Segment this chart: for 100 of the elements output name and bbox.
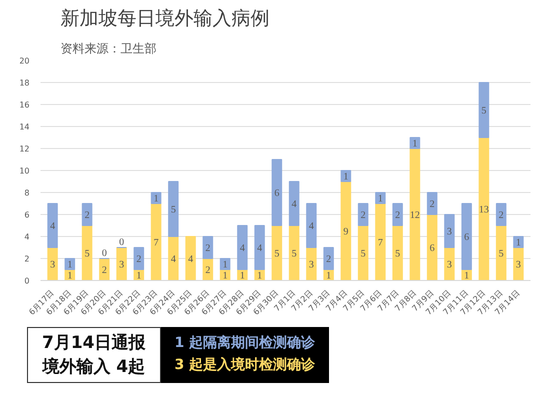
data-label: 5 <box>360 248 366 260</box>
data-label: 1 <box>222 260 228 270</box>
data-label: 0 <box>102 248 107 259</box>
bar <box>47 247 58 280</box>
bar <box>288 181 300 226</box>
data-label: 13 <box>478 204 489 216</box>
y-tick-label: 8 <box>24 188 30 198</box>
data-label: 4 <box>257 243 262 254</box>
bar <box>82 225 92 280</box>
data-label: 3 <box>446 226 452 238</box>
text: 3 起是入境时检测确诊 <box>174 356 316 375</box>
bar <box>185 236 196 280</box>
data-label: 5 <box>292 248 297 260</box>
data-label: 5 <box>481 106 486 116</box>
data-label: 2 <box>498 210 504 221</box>
data-label: 1 <box>154 194 159 204</box>
bar <box>392 203 403 226</box>
y-tick-label: 2 <box>24 254 30 264</box>
bar <box>254 225 265 270</box>
bar <box>340 181 352 280</box>
bar <box>496 203 506 226</box>
data-label: 2 <box>205 243 210 254</box>
y-tick-label: 6 <box>24 210 30 220</box>
data-label: 9 <box>343 226 348 238</box>
data-label: 1 <box>378 194 383 204</box>
bar <box>202 236 214 259</box>
data-label: 1 <box>240 270 245 282</box>
data-label: 1 <box>516 238 521 248</box>
data-label: 2 <box>84 210 90 221</box>
data-label: 1 <box>136 270 142 282</box>
bar <box>444 214 455 248</box>
data-label: 1 <box>412 138 418 150</box>
y-tick-label: 18 <box>19 78 30 88</box>
bar <box>134 247 144 270</box>
bar <box>306 203 317 248</box>
data-label: 1 <box>464 270 470 282</box>
bar <box>150 203 162 280</box>
data-label: 6 <box>464 232 470 243</box>
bar <box>496 225 506 280</box>
y-tick-label: 12 <box>19 144 30 154</box>
data-label: 2 <box>102 265 107 276</box>
data-label: 2 <box>326 254 332 265</box>
text: 境外输入 4起 <box>42 356 146 379</box>
text: 1 起隔离期间检测确诊 <box>174 334 316 353</box>
bar <box>116 247 127 280</box>
bar <box>306 247 317 280</box>
data-label: 1 <box>67 260 72 270</box>
bar <box>323 247 334 270</box>
data-label: 6 <box>274 188 280 199</box>
data-label: 1 <box>222 270 228 282</box>
data-label: 1 <box>257 270 262 282</box>
data-label: 0 <box>119 236 124 248</box>
bar <box>237 225 248 270</box>
data-label: 3 <box>446 260 452 270</box>
y-tick-label: 20 <box>19 56 30 66</box>
bar <box>168 236 179 280</box>
y-tick-label: 10 <box>19 166 30 176</box>
bar <box>272 225 282 280</box>
bar <box>272 159 282 226</box>
bar <box>82 203 92 226</box>
bar <box>461 203 472 270</box>
bar <box>168 181 179 237</box>
bar <box>358 225 368 280</box>
text: 7月14日通报 <box>42 332 146 355</box>
bar <box>426 214 438 280</box>
bar <box>513 247 524 280</box>
data-label: 4 <box>308 221 314 232</box>
data-label: 5 <box>498 248 504 260</box>
data-label: 5 <box>84 248 90 260</box>
data-label: 3 <box>50 260 56 270</box>
data-label: 7 <box>378 238 383 248</box>
bar <box>478 137 490 280</box>
data-label: 1 <box>67 270 72 282</box>
data-label: 5 <box>170 204 176 216</box>
data-label: 2 <box>430 199 435 210</box>
bar <box>426 192 438 215</box>
chart-title: 新加坡每日境外输入病例 <box>60 8 270 30</box>
data-label: 2 <box>136 254 142 265</box>
data-label: 4 <box>188 254 194 265</box>
data-label: 12 <box>410 210 420 221</box>
data-label: 2 <box>205 265 210 276</box>
data-label: 2 <box>360 210 366 221</box>
bar <box>444 247 455 280</box>
data-label: 7 <box>154 238 159 248</box>
data-label: 3 <box>308 260 314 270</box>
data-label: 2 <box>395 210 400 221</box>
bar <box>410 148 420 280</box>
data-label: 3 <box>119 260 124 270</box>
data-label: 6 <box>430 243 435 254</box>
data-label: 5 <box>274 248 280 260</box>
bar <box>288 225 300 280</box>
data-label: 4 <box>240 243 245 254</box>
data-label: 4 <box>50 221 56 232</box>
bar <box>47 203 58 248</box>
bar <box>375 203 386 280</box>
data-label: 4 <box>170 254 176 265</box>
data-label: 4 <box>292 199 297 210</box>
bar <box>478 82 490 138</box>
data-label: 1 <box>343 172 348 182</box>
data-label: 3 <box>516 260 521 270</box>
